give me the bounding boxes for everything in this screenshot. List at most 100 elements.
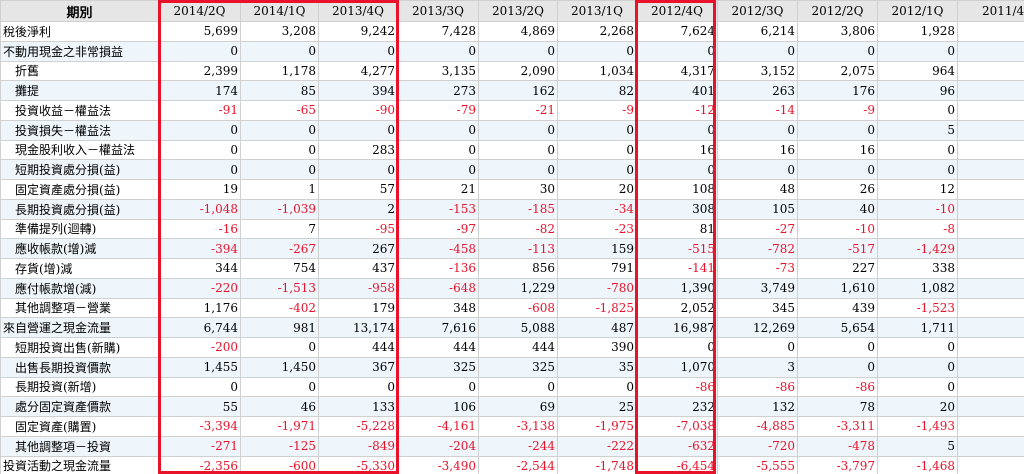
- table-cell: 0: [797, 119, 878, 141]
- table-cell: [957, 218, 1024, 240]
- table-cell: -16: [158, 218, 241, 240]
- row-label: 出售長期投資價款: [0, 356, 159, 378]
- table-cell: 1,082: [877, 277, 958, 299]
- table-cell: 13,174: [318, 317, 398, 338]
- table-cell: -79: [397, 100, 479, 121]
- table-cell: -5,228: [318, 416, 398, 437]
- table-cell: 6,744: [158, 317, 241, 338]
- table-cell: -9: [557, 100, 637, 121]
- table-cell: 2,090: [478, 60, 558, 82]
- table-cell: -5,555: [717, 455, 798, 474]
- column-header: 2014/2Q: [158, 0, 241, 22]
- table-cell: -141: [636, 258, 718, 279]
- table-cell: 81: [636, 218, 718, 240]
- table-cell: 344: [158, 258, 241, 279]
- table-cell: 437: [318, 258, 398, 279]
- table-cell: 4,277: [318, 60, 398, 82]
- table-cell: -402: [240, 297, 319, 319]
- row-label: 不動用現金之非常損益: [0, 40, 159, 62]
- table-cell: 4,317: [636, 60, 718, 82]
- table-cell: 25: [557, 396, 637, 417]
- table-cell: 0: [877, 40, 958, 62]
- table-cell: 176: [797, 80, 878, 101]
- table-cell: 0: [240, 376, 319, 398]
- table-cell: 0: [797, 159, 878, 180]
- table-cell: -9: [797, 100, 878, 121]
- table-cell: 1,176: [158, 297, 241, 319]
- table-cell: 2,5: [957, 277, 1024, 299]
- table-cell: 0: [717, 40, 798, 62]
- row-label: 稅後淨利: [0, 21, 159, 42]
- table-cell: 232: [636, 396, 718, 417]
- table-cell: -95: [318, 218, 398, 240]
- table-cell: 394: [318, 80, 398, 101]
- table-cell: 7,616: [397, 317, 479, 338]
- table-cell: [957, 119, 1024, 141]
- table-cell: 0: [877, 376, 958, 398]
- table-cell: 0: [478, 119, 558, 141]
- table-cell: 69: [478, 396, 558, 417]
- column-header: 2013/3Q: [397, 0, 479, 22]
- table-cell: 0: [557, 139, 637, 161]
- table-cell: -244: [478, 435, 558, 457]
- table-cell: -10: [797, 218, 878, 240]
- table-cell: -1,825: [557, 297, 637, 319]
- table-cell: 0: [717, 119, 798, 141]
- table-cell: 0: [318, 119, 398, 141]
- table-row: 現金股利收入－權益法 0 0 283 0 0 0 16 16 16 0: [0, 139, 1024, 161]
- row-label: 其他調整項－投資: [0, 435, 159, 457]
- table-cell: 754: [240, 258, 319, 279]
- table-cell: 7,624: [636, 21, 718, 42]
- table-cell: 82: [557, 80, 637, 101]
- table-cell: -4,161: [397, 416, 479, 437]
- header-row: 期別 2014/2Q 2014/1Q 2013/4Q 2013/3Q 2013/2Q 20…: [0, 0, 1024, 22]
- table-cell: -1,048: [158, 198, 241, 220]
- column-header: 2012/4Q: [636, 0, 718, 22]
- row-label: 短期投資處分損(益): [0, 159, 159, 180]
- table-cell: 0: [957, 40, 1024, 62]
- table-cell: -6,454: [636, 455, 718, 474]
- table-cell: -632: [636, 435, 718, 457]
- table-cell: 338: [877, 258, 958, 279]
- table-cell: -608: [478, 297, 558, 319]
- table-cell: 78: [797, 396, 878, 417]
- table-cell: -478: [797, 435, 878, 457]
- table-cell: -222: [557, 435, 637, 457]
- table-cell: 57: [318, 179, 398, 200]
- table-row: 長期投資處分損(益) -1,048 -1,039 2 -153 -185 -34 308 105…: [0, 198, 1024, 220]
- row-label: 長期投資處分損(益): [0, 198, 159, 220]
- table-cell: 5: [877, 435, 958, 457]
- table-cell: -91: [158, 100, 241, 121]
- table-row: 存貨(增)減344754437-136856791-141-73227338-1…: [0, 258, 1024, 279]
- column-header: 2012/3Q: [717, 0, 798, 22]
- table-cell: 1,610: [797, 277, 878, 299]
- row-label: 處分固定資產價款: [0, 396, 159, 417]
- table-cell: 0: [158, 40, 241, 62]
- column-header: 2013/2Q: [478, 0, 558, 22]
- table-row: 處分固定資產價款5546133106692523213278202: [0, 396, 1024, 417]
- table-cell: [957, 356, 1024, 378]
- row-label: 投資活動之現金流量: [0, 455, 159, 474]
- row-label: 來自營運之現金流量: [0, 317, 159, 338]
- table-cell: 2: [318, 198, 398, 220]
- table-row: 短期投資處分損(益) 0 0 0 0 0 0 0 0 0 0: [0, 159, 1024, 180]
- table-cell: 40: [797, 198, 878, 220]
- table-row: 出售長期投資價款 1,455 1,450 367 325 325 35 1,070 3 0 0: [0, 356, 1024, 378]
- table-cell: 0: [240, 337, 319, 358]
- table-cell: 345: [717, 297, 798, 319]
- table-cell: -90: [318, 100, 398, 121]
- table-cell: 96: [877, 80, 958, 101]
- row-label: 準備提列(迴轉): [0, 218, 159, 240]
- table-cell: 3,749: [717, 277, 798, 299]
- table-cell: 9,242: [318, 21, 398, 42]
- table-cell: 1: [240, 179, 319, 200]
- row-label: 應收帳款(增)減: [0, 238, 159, 259]
- table-cell: 964: [877, 60, 958, 82]
- table-cell: 133: [318, 396, 398, 417]
- table-cell: 0: [240, 139, 319, 161]
- table-cell: -1,2: [957, 258, 1024, 279]
- table-cell: 1,455: [158, 356, 241, 378]
- table-cell: 0: [397, 119, 479, 141]
- table-row: 其他調整項－營業 1,176 -402 179 348 -608 -1,825 2,052 34…: [0, 297, 1024, 319]
